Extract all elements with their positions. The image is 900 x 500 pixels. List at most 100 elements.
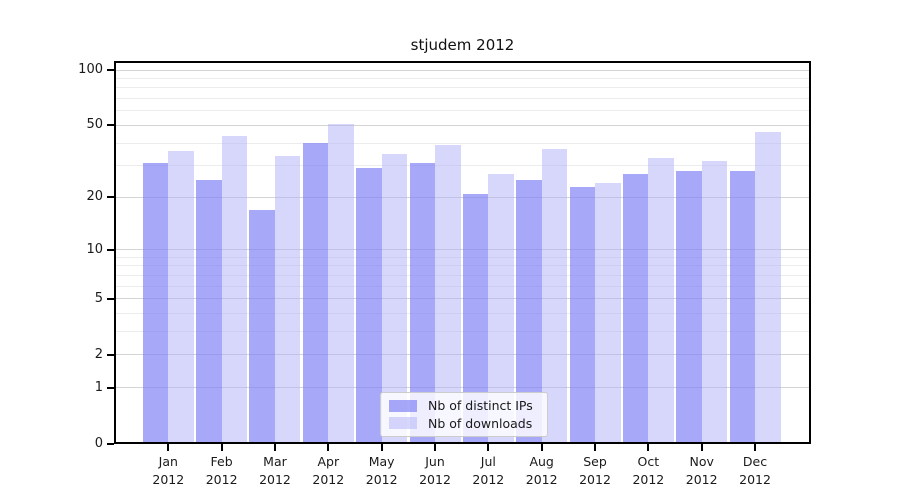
y-tick-mark xyxy=(107,196,114,199)
bar-downloads-sep xyxy=(595,183,621,444)
x-tick-label-dec: Dec 2012 xyxy=(723,453,787,489)
gridline-major xyxy=(114,249,811,251)
legend-label-distinct-ips: Nb of distinct IPs xyxy=(428,398,533,414)
x-tick-year: 2012 xyxy=(205,472,238,487)
legend-item-distinct-ips: Nb of distinct IPs xyxy=(389,398,539,413)
x-tick-mark xyxy=(700,444,703,451)
y-tick-mark xyxy=(107,353,114,356)
gridline-minor xyxy=(114,285,811,287)
bar-distinct-ips-apr xyxy=(302,143,329,444)
x-tick-mark xyxy=(754,444,757,451)
gridline-minor xyxy=(114,98,811,100)
x-tick-label-jun: Jun 2012 xyxy=(403,453,467,489)
gridline-minor xyxy=(114,77,811,79)
x-tick-mark xyxy=(487,444,490,451)
bar-downloads-jan xyxy=(168,151,194,444)
bar-downloads-dec xyxy=(755,132,781,444)
bar-downloads-apr xyxy=(328,123,354,444)
x-tick-label-aug: Aug 2012 xyxy=(510,453,574,489)
y-tick-label: 2 xyxy=(94,346,103,362)
x-tick-mark xyxy=(273,444,276,451)
legend-label-downloads: Nb of downloads xyxy=(428,415,533,431)
x-tick-mark xyxy=(327,444,330,451)
gridline-minor xyxy=(114,274,811,276)
legend: Nb of distinct IPs Nb of downloads xyxy=(380,392,548,437)
bar-downloads-mar xyxy=(274,155,301,444)
y-tick-label: 10 xyxy=(86,241,103,257)
x-tick-month: Oct xyxy=(637,454,660,469)
x-tick-year: 2012 xyxy=(525,472,558,487)
x-tick-label-apr: Apr 2012 xyxy=(296,453,360,489)
x-tick-year: 2012 xyxy=(365,472,398,487)
plot-area: Nb of distinct IPs Nb of downloads xyxy=(114,61,811,444)
x-tick-label-nov: Nov 2012 xyxy=(670,453,734,489)
y-tick-mark xyxy=(107,443,114,445)
x-tick-year: 2012 xyxy=(472,472,505,487)
grid-layer xyxy=(114,61,811,444)
bar-downloads-nov xyxy=(701,160,728,444)
bar-distinct-ips-may xyxy=(356,168,382,444)
bar-distinct-ips-feb xyxy=(196,180,222,444)
gridline-minor xyxy=(114,256,811,258)
gridline-major xyxy=(114,354,811,356)
x-tick-month: Nov xyxy=(689,454,714,469)
gridline-major xyxy=(114,298,811,300)
x-tick-label-oct: Oct 2012 xyxy=(616,453,680,489)
y-tick-mark xyxy=(107,386,114,389)
bar-distinct-ips-sep xyxy=(569,186,596,444)
bars-layer xyxy=(114,61,811,444)
y-tick-label: 50 xyxy=(86,117,103,133)
y-tick-label: 5 xyxy=(94,290,103,306)
gridline-major xyxy=(114,124,811,126)
x-tick-month: Jul xyxy=(480,454,496,469)
x-tick-month: Jun xyxy=(425,454,445,469)
x-tick-label-jul: Jul 2012 xyxy=(456,453,520,489)
x-tick-label-jan: Jan 2012 xyxy=(136,453,200,489)
x-tick-month: Jan xyxy=(158,454,178,469)
y-tick-mark xyxy=(107,297,114,300)
x-tick-year: 2012 xyxy=(312,472,345,487)
x-tick-year: 2012 xyxy=(152,472,185,487)
x-tick-year: 2012 xyxy=(259,472,291,487)
x-tick-year: 2012 xyxy=(685,472,718,487)
y-tick-mark xyxy=(107,248,114,251)
x-tick-year: 2012 xyxy=(419,472,451,487)
bar-distinct-ips-oct xyxy=(622,174,649,444)
chart-title: stjudem 2012 xyxy=(410,36,515,54)
x-tick-month: Feb xyxy=(210,454,233,469)
bar-downloads-oct xyxy=(648,158,674,444)
x-tick-mark xyxy=(647,444,650,451)
gridline-minor xyxy=(114,265,811,267)
gridline-minor xyxy=(114,165,811,167)
x-tick-year: 2012 xyxy=(579,472,611,487)
bar-distinct-ips-mar xyxy=(249,209,275,444)
legend-swatch-distinct-ips xyxy=(389,399,417,412)
bar-distinct-ips-jan xyxy=(142,163,169,444)
x-tick-year: 2012 xyxy=(739,472,771,487)
gridline-major xyxy=(114,196,811,198)
y-tick-mark xyxy=(107,69,114,71)
x-tick-mark xyxy=(540,444,543,451)
x-tick-mark xyxy=(167,444,170,451)
x-tick-mark xyxy=(220,444,223,451)
gridline-major xyxy=(114,387,811,389)
y-tick-label: 0 xyxy=(94,436,103,451)
x-tick-label-sep: Sep 2012 xyxy=(563,453,627,489)
gridline-minor xyxy=(114,331,811,333)
legend-swatch-downloads xyxy=(389,417,417,430)
gridline-minor xyxy=(114,110,811,112)
axes-frame xyxy=(114,61,811,444)
y-tick-label: 20 xyxy=(86,189,103,205)
x-tick-month: Dec xyxy=(742,454,768,469)
x-tick-mark xyxy=(380,444,383,451)
y-tick-label: 1 xyxy=(94,379,103,395)
x-tick-mark xyxy=(434,444,436,451)
y-tick-mark xyxy=(107,124,114,127)
x-tick-label-feb: Feb 2012 xyxy=(190,453,254,489)
gridline-minor xyxy=(114,313,811,315)
gridline-minor xyxy=(114,87,811,89)
x-tick-month: Sep xyxy=(583,454,607,469)
x-tick-month: Apr xyxy=(317,454,340,469)
x-tick-label-mar: Mar 2012 xyxy=(243,453,307,489)
